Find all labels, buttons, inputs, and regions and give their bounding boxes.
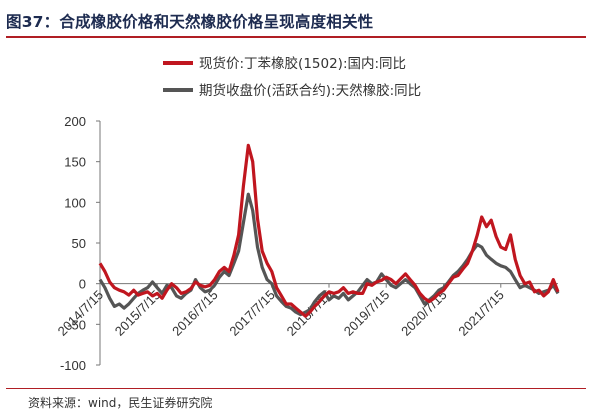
legend-label-series-2: 期货收盘价(活跃合约):天然橡胶:同比 — [199, 82, 421, 99]
y-axis-ticks: -100 -50 0 50 100 150 200 — [60, 114, 100, 373]
y-tick-label: 100 — [64, 195, 86, 210]
y-tick-label: 0 — [79, 277, 86, 292]
x-tick-label: 2020/7/15 — [398, 287, 450, 339]
y-tick-label: -50 — [67, 317, 86, 332]
line-chart: 现货价:丁苯橡胶(1502):国内:同比 期货收盘价(活跃合约):天然橡胶:同比… — [55, 55, 560, 373]
figure-title: 图37：合成橡胶价格和天然橡胶价格呈现高度相关性 — [6, 13, 374, 31]
series-layer — [98, 143, 560, 318]
chart-legend: 现货价:丁苯橡胶(1502):国内:同比 期货收盘价(活跃合约):天然橡胶:同比 — [163, 55, 421, 99]
x-tick-label: 2017/7/15 — [226, 287, 278, 339]
y-tick-label: 50 — [72, 236, 86, 251]
legend-label-series-1: 现货价:丁苯橡胶(1502):国内:同比 — [199, 55, 406, 72]
y-tick-label: 150 — [64, 155, 86, 170]
title-divider — [6, 36, 586, 38]
x-tick-label: 2021/7/15 — [455, 287, 507, 339]
y-tick-label: 200 — [64, 114, 86, 129]
y-tick-label: -100 — [60, 358, 86, 373]
series-line-2 — [98, 192, 560, 317]
source-divider — [6, 388, 586, 389]
source-note: 资料来源：wind，民生证券研究院 — [28, 396, 213, 410]
series-line-1 — [98, 143, 560, 318]
